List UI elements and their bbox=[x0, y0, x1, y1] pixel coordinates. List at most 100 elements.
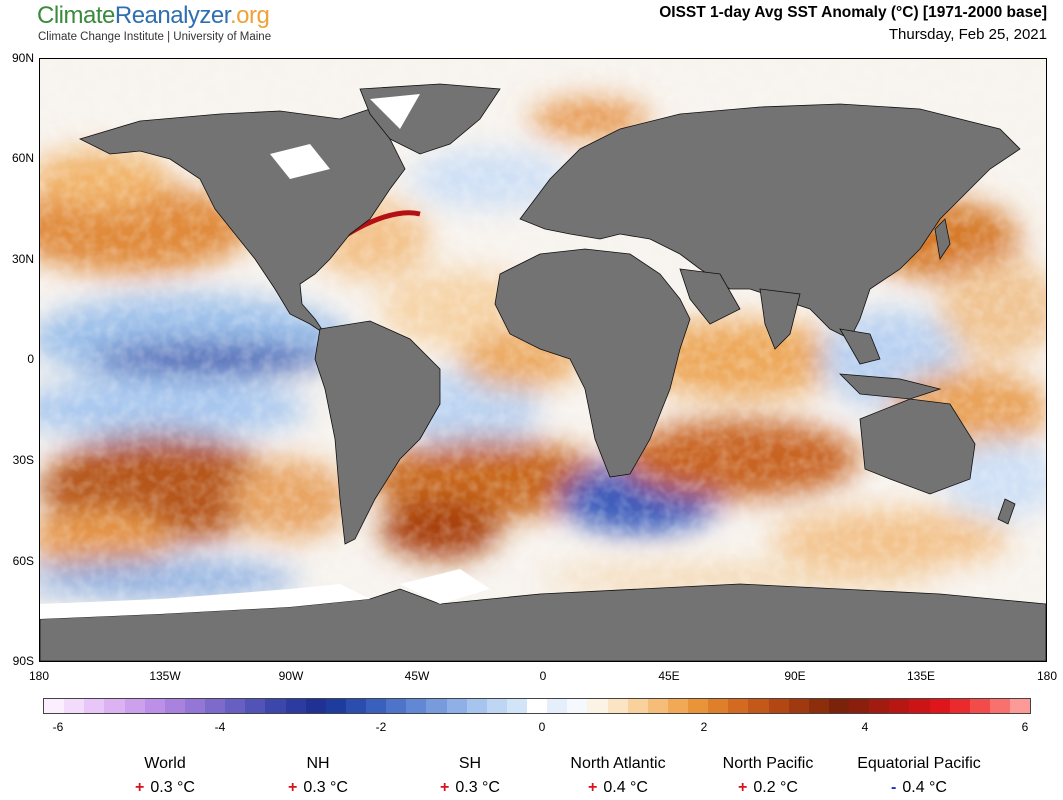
stat-value: 0.3 °C bbox=[303, 779, 348, 796]
stat-sign: + bbox=[738, 779, 748, 796]
logo-part-3: .org bbox=[229, 2, 270, 29]
colorbar-swatch bbox=[828, 699, 849, 713]
colorbar-swatch bbox=[285, 699, 306, 713]
colorbar-swatch bbox=[44, 699, 65, 713]
stat-name: NH bbox=[306, 755, 330, 772]
stat-sign: + bbox=[288, 779, 298, 796]
stat-world: World +0.3 °C bbox=[85, 755, 245, 797]
stat-sign: + bbox=[588, 779, 598, 796]
colorbar-swatch bbox=[366, 699, 387, 713]
stat-value: 0.3 °C bbox=[150, 779, 195, 796]
colorbar-swatch bbox=[869, 699, 890, 713]
colorbar-swatch bbox=[245, 699, 266, 713]
colorbar-label: -6 bbox=[52, 720, 64, 734]
colorbar-swatch bbox=[406, 699, 427, 713]
colorbar-swatch bbox=[768, 699, 789, 713]
colorbar-swatch bbox=[1010, 699, 1031, 713]
site-logo[interactable]: ClimateReanalyzer.org bbox=[37, 2, 270, 30]
colorbar-label: -2 bbox=[375, 720, 387, 734]
colorbar-swatch bbox=[164, 699, 185, 713]
stat-name: Equatorial Pacific bbox=[857, 755, 981, 772]
lat-label: 30N bbox=[11, 252, 34, 266]
stat-north-pacific: North Pacific +0.2 °C bbox=[688, 755, 848, 797]
colorbar-swatch bbox=[486, 699, 507, 713]
lon-label: 180 bbox=[1036, 669, 1058, 683]
colorbar-swatch bbox=[989, 699, 1010, 713]
colorbar-label: -4 bbox=[214, 720, 226, 734]
stat-name: North Pacific bbox=[722, 755, 814, 772]
logo-part-1: Climate bbox=[37, 2, 115, 29]
colorbar-swatch bbox=[205, 699, 226, 713]
logo-part-2: Reanalyzer bbox=[114, 2, 231, 29]
colorbar-swatch bbox=[587, 699, 608, 713]
colorbar-swatch bbox=[527, 699, 548, 713]
colorbar bbox=[43, 698, 1031, 714]
south-america bbox=[314, 320, 441, 545]
indochina bbox=[839, 328, 881, 365]
colorbar-swatch bbox=[265, 699, 286, 713]
africa bbox=[494, 248, 691, 478]
lat-label: 60S bbox=[12, 554, 34, 568]
lat-label: 30S bbox=[12, 453, 34, 467]
site-subtitle: Climate Change Institute | University of… bbox=[38, 31, 272, 43]
lat-label: 90S bbox=[12, 654, 34, 668]
colorbar-swatch bbox=[748, 699, 769, 713]
sea-ice bbox=[40, 94, 490, 619]
colorbar-label: 4 bbox=[861, 720, 869, 734]
colorbar-swatch bbox=[426, 699, 447, 713]
colorbar-swatch bbox=[325, 699, 346, 713]
stat-value: 0.4 °C bbox=[603, 779, 648, 796]
stat-name: North Atlantic bbox=[570, 755, 666, 772]
map-date: Thursday, Feb 25, 2021 bbox=[888, 26, 1047, 43]
lat-label: 60N bbox=[11, 151, 34, 165]
colorbar-swatch bbox=[567, 699, 588, 713]
colorbar-label: 2 bbox=[700, 720, 708, 734]
colorbar-swatch bbox=[144, 699, 165, 713]
india bbox=[759, 288, 801, 350]
colorbar-swatch bbox=[808, 699, 829, 713]
map-title: OISST 1-day Avg SST Anomaly (°C) [1971-2… bbox=[659, 4, 1047, 21]
colorbar-label: 0 bbox=[538, 720, 546, 734]
colorbar-swatch bbox=[929, 699, 950, 713]
stat-value: 0.3 °C bbox=[455, 779, 500, 796]
colorbar-swatch bbox=[969, 699, 990, 713]
colorbar-swatch bbox=[627, 699, 648, 713]
colorbar-swatch bbox=[708, 699, 729, 713]
sst-anomaly-map[interactable] bbox=[39, 58, 1047, 662]
colorbar-swatch bbox=[547, 699, 568, 713]
colorbar-swatch bbox=[84, 699, 105, 713]
colorbar-swatch bbox=[124, 699, 145, 713]
colorbar-swatch bbox=[647, 699, 668, 713]
colorbar-swatch bbox=[909, 699, 930, 713]
lon-label: 45E bbox=[658, 669, 680, 683]
land bbox=[40, 83, 1046, 661]
colorbar-swatch bbox=[849, 699, 870, 713]
colorbar-swatch bbox=[788, 699, 809, 713]
colorbar-swatch bbox=[64, 699, 85, 713]
lon-label: 135W bbox=[149, 669, 181, 683]
colorbar-swatch bbox=[305, 699, 326, 713]
stat-value: 0.4 °C bbox=[902, 779, 947, 796]
stat-sign: + bbox=[135, 779, 145, 796]
colorbar-swatch bbox=[728, 699, 749, 713]
lon-label: 135E bbox=[906, 669, 936, 683]
indonesia bbox=[838, 373, 942, 400]
colorbar-swatch bbox=[688, 699, 709, 713]
colorbar-swatch bbox=[184, 699, 205, 713]
lon-label: 180 bbox=[28, 669, 50, 683]
stat-nh: NH +0.3 °C bbox=[238, 755, 398, 797]
stat-north-atlantic: North Atlantic +0.4 °C bbox=[538, 755, 698, 797]
stat-value: 0.2 °C bbox=[753, 779, 798, 796]
stat-sign: - bbox=[891, 779, 897, 796]
lon-label: 0 bbox=[539, 669, 547, 683]
colorbar-swatch bbox=[506, 699, 527, 713]
arabia bbox=[679, 268, 741, 325]
colorbar-swatch bbox=[446, 699, 467, 713]
lon-label: 90W bbox=[278, 669, 304, 683]
colorbar-label: 6 bbox=[1021, 720, 1029, 734]
map-canvas bbox=[40, 59, 1046, 661]
colorbar-swatch bbox=[607, 699, 628, 713]
stat-equatorial-pacific: Equatorial Pacific -0.4 °C bbox=[839, 755, 999, 797]
colorbar-swatch bbox=[225, 699, 246, 713]
lon-label: 90E bbox=[784, 669, 806, 683]
